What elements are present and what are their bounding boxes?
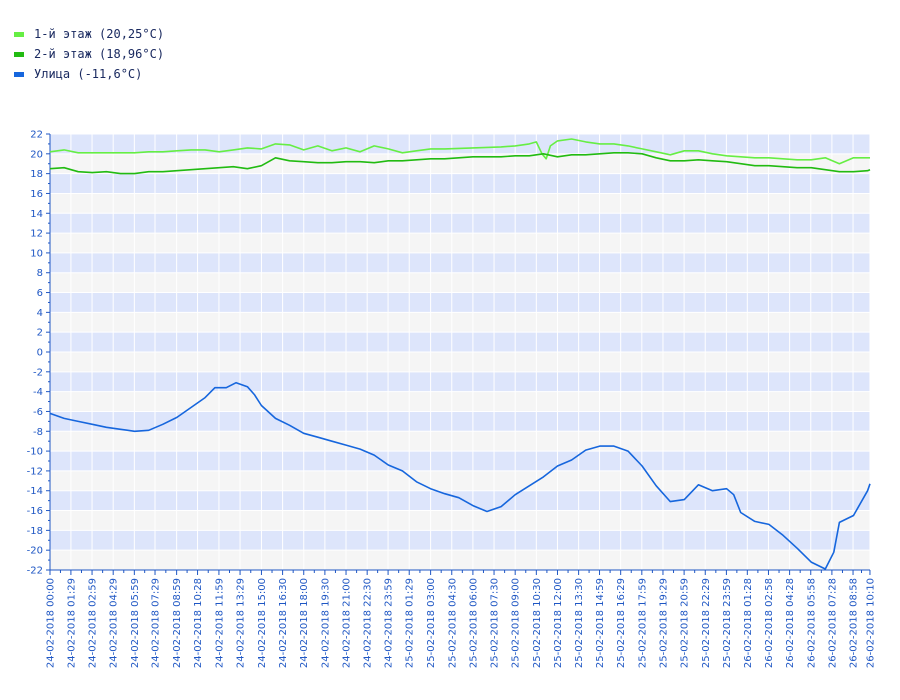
legend-item-floor2: 2-й этаж (18,96°C) (14, 44, 164, 64)
x-tick-label: 24-02-2018 11:59 (214, 578, 225, 668)
legend-label-street: Улица (-11,6°C) (34, 67, 143, 81)
grid-band (50, 173, 870, 194)
x-tick-label: 26-02-2018 10:10 (865, 578, 876, 668)
x-tick-label: 24-02-2018 04:29 (109, 578, 120, 668)
y-tick-label: 4 (37, 308, 43, 319)
legend-item-floor1: 1-й этаж (20,25°C) (14, 24, 164, 44)
series-line-floor1 (49, 138, 870, 165)
grid-band (50, 193, 870, 214)
x-tick-label: 24-02-2018 22:30 (363, 578, 374, 668)
y-tick-label: 2 (37, 328, 43, 339)
grid-band (50, 371, 870, 392)
grid-band (50, 292, 870, 313)
x-tick-label: 25-02-2018 23:59 (722, 578, 733, 668)
x-tick-label: 25-02-2018 06:00 (468, 578, 479, 668)
grid-band (50, 153, 870, 174)
grid-band (50, 550, 870, 570)
x-tick-label: 25-02-2018 03:00 (426, 578, 437, 668)
grid-band (50, 312, 870, 333)
x-tick-label: 25-02-2018 17:59 (637, 578, 648, 668)
y-tick-label: -16 (27, 506, 43, 517)
x-tick-label: 24-02-2018 23:59 (384, 578, 395, 668)
grid-band (50, 470, 870, 491)
y-tick-label: 16 (30, 189, 43, 200)
x-tick-label: 25-02-2018 12:00 (553, 578, 564, 668)
legend-label-floor2: 2-й этаж (18,96°C) (34, 47, 165, 61)
x-tick-label: 25-02-2018 13:30 (574, 578, 585, 668)
chart-legend: 1-й этаж (20,25°C) 2-й этаж (18,96°C) Ул… (14, 24, 164, 84)
legend-item-street: Улица (-11,6°C) (14, 64, 164, 84)
x-tick-label: 25-02-2018 20:59 (680, 578, 691, 668)
grid-band (50, 272, 870, 293)
y-tick-label: -22 (27, 566, 43, 577)
y-tick-label: 22 (30, 130, 43, 141)
y-tick-label: -12 (27, 466, 43, 477)
x-tick-label: 26-02-2018 02:58 (764, 578, 775, 668)
x-tick-label: 26-02-2018 04:28 (785, 578, 796, 668)
x-tick-label: 25-02-2018 22:29 (701, 578, 712, 668)
y-tick-label: -10 (27, 447, 43, 458)
x-tick-label: 25-02-2018 14:59 (595, 578, 606, 668)
x-tick-label: 24-02-2018 13:29 (236, 578, 247, 668)
y-tick-label: 14 (30, 209, 43, 220)
x-tick-label: 25-02-2018 09:00 (511, 578, 522, 668)
x-tick-label: 25-02-2018 01:29 (405, 578, 416, 668)
x-tick-label: 25-02-2018 04:30 (447, 578, 458, 668)
x-tick-label: 24-02-2018 15:00 (257, 578, 268, 668)
grid-band (50, 530, 870, 551)
x-tick-label: 24-02-2018 16:30 (278, 578, 289, 668)
y-tick-label: 20 (30, 149, 43, 160)
x-tick-label: 24-02-2018 18:00 (299, 578, 310, 668)
y-tick-label: -8 (33, 427, 43, 438)
y-tick-label: -20 (27, 546, 43, 557)
grid-band (50, 431, 870, 452)
y-tick-label: -6 (33, 407, 43, 418)
legend-swatch-floor2 (14, 51, 24, 57)
x-tick-label: 26-02-2018 08:58 (849, 578, 860, 668)
x-tick-label: 26-02-2018 01:28 (743, 578, 754, 668)
y-tick-label: 0 (37, 348, 43, 359)
y-tick-label: 12 (30, 229, 43, 240)
legend-label-floor1: 1-й этаж (20,25°C) (34, 27, 165, 41)
grid-band (50, 233, 870, 253)
grid-band (50, 411, 870, 432)
series-line-floor2 (49, 152, 871, 175)
y-tick-label: 8 (37, 268, 43, 279)
x-tick-label: 24-02-2018 00:00 (46, 578, 57, 668)
x-tick-label: 24-02-2018 01:29 (66, 578, 77, 668)
grid-band (50, 510, 870, 531)
x-tick-label: 26-02-2018 05:58 (806, 578, 817, 668)
grid-band (50, 352, 870, 372)
legend-swatch-floor1 (14, 31, 24, 37)
y-tick-label: 18 (30, 169, 43, 180)
grid-band (50, 332, 870, 352)
y-tick-label: -2 (33, 367, 43, 378)
x-tick-label: 24-02-2018 21:00 (342, 578, 353, 668)
x-tick-label: 24-02-2018 02:59 (88, 578, 99, 668)
grid-band (50, 213, 870, 234)
y-tick-label: -14 (27, 486, 43, 497)
x-tick-label: 24-02-2018 08:59 (172, 578, 183, 668)
x-tick-label: 24-02-2018 19:30 (320, 578, 331, 668)
grid-band (50, 252, 870, 273)
x-tick-label: 24-02-2018 07:29 (151, 578, 162, 668)
x-tick-label: 24-02-2018 05:59 (130, 578, 141, 668)
grid-band (50, 451, 870, 471)
x-tick-label: 25-02-2018 19:29 (658, 578, 669, 668)
legend-swatch-street (14, 71, 24, 77)
x-tick-label: 25-02-2018 07:30 (490, 578, 501, 668)
y-tick-label: -18 (27, 526, 43, 537)
x-tick-label: 25-02-2018 10:30 (532, 578, 543, 668)
y-tick-label: -4 (33, 387, 43, 398)
series-line-street (49, 381, 871, 570)
x-tick-label: 25-02-2018 16:29 (616, 578, 627, 668)
x-tick-label: 24-02-2018 10:28 (193, 578, 204, 668)
y-tick-label: 10 (30, 248, 43, 259)
x-tick-label: 26-02-2018 07:28 (827, 578, 838, 668)
y-tick-label: 6 (37, 288, 43, 299)
